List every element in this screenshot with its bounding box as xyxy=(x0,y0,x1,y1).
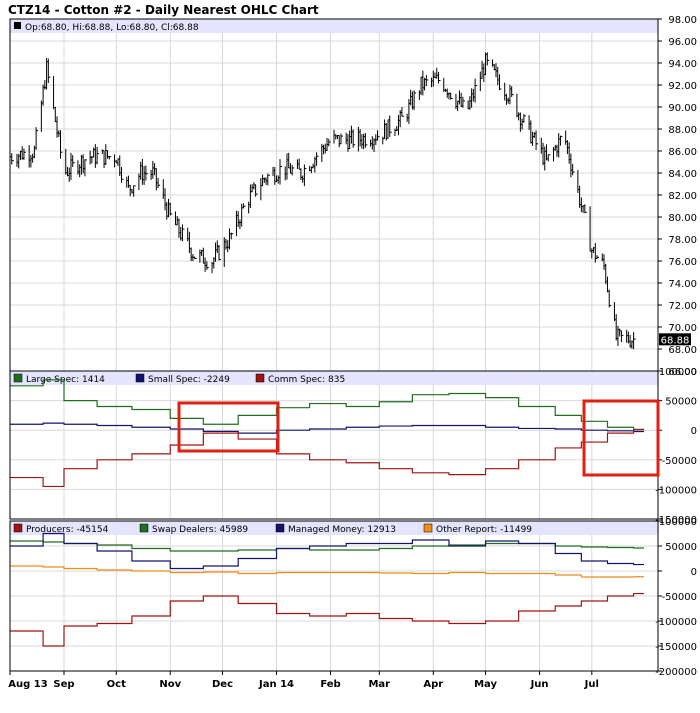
x-tick-label: Oct xyxy=(107,679,126,690)
y-tick-label: 92.00 xyxy=(668,81,697,92)
legend-band xyxy=(10,19,658,33)
legend-swatch xyxy=(423,523,433,533)
legend-entry: Comm Spec: 835 xyxy=(268,375,345,385)
legend-entry: Large Spec: 1414 xyxy=(26,375,105,385)
highlight-box-jul xyxy=(582,399,660,477)
y-tick-label: -100000 xyxy=(655,617,697,628)
series-line xyxy=(10,422,645,434)
y-tick-label: -150000 xyxy=(655,515,697,526)
legend-entry: Producers: -45154 xyxy=(26,525,109,535)
legend-entry: Small Spec: -2249 xyxy=(148,375,230,385)
y-tick-label: 100000 xyxy=(659,517,697,528)
x-tick-label: Nov xyxy=(159,679,181,690)
chart-title: CTZ14 - Cotton #2 - Daily Nearest OHLC C… xyxy=(8,3,319,17)
y-tick-label: 90.00 xyxy=(668,103,697,114)
legend-entry: Swap Dealers: 45989 xyxy=(152,525,248,535)
y-tick-label: 72.00 xyxy=(668,301,697,312)
panel-frame xyxy=(9,520,659,672)
legend-entry: Managed Money: 12913 xyxy=(288,525,396,535)
legend-swatch xyxy=(275,523,285,533)
y-tick-label: 88.00 xyxy=(668,125,697,136)
legend-band xyxy=(10,521,658,535)
panel-bg xyxy=(10,371,658,519)
y-tick-label: 0 xyxy=(691,426,697,437)
x-tick-label: May xyxy=(474,679,497,690)
legend-swatch xyxy=(14,22,21,29)
legend-entry: Other Report: -11499 xyxy=(436,525,532,535)
y-tick-label: -50000 xyxy=(662,592,697,603)
x-tick-label: Apr xyxy=(423,679,443,690)
x-axis: Aug 13 Sep Oct Nov Dec Jan 14 Feb Mar Apr May Jun J… xyxy=(8,671,599,690)
series-line xyxy=(10,379,645,430)
y-tick-label: 66.00 xyxy=(668,367,697,378)
legend-swatch xyxy=(255,373,265,383)
y-tick-label: 100000 xyxy=(659,367,697,378)
x-tick-label: Mar xyxy=(368,679,390,690)
x-tick-label: Jun xyxy=(530,679,549,690)
cot-panel: 100000 50000 0 -50000 -100000 -150000 -200000 P… xyxy=(9,517,697,678)
y-tick-label: 70.00 xyxy=(668,323,697,334)
legend-swatch xyxy=(135,373,145,383)
y-tick-label: 82.00 xyxy=(668,191,697,202)
y-tick-label: 76.00 xyxy=(668,257,697,268)
series-line xyxy=(10,532,645,570)
y-tick-label: -50000 xyxy=(662,456,697,467)
legend-swatch xyxy=(139,523,149,533)
y-tick-label: 94.00 xyxy=(668,59,697,70)
series-line xyxy=(10,429,645,488)
y-tick-label: 68.00 xyxy=(668,345,697,356)
x-tick-label: Dec xyxy=(212,679,233,690)
y-tick-label: 74.00 xyxy=(668,279,697,290)
x-tick-label: Aug 13 xyxy=(8,679,47,690)
y-tick-label: 50000 xyxy=(665,397,697,408)
x-tick-label: Sep xyxy=(53,679,74,690)
y-tick-label: -200000 xyxy=(655,667,697,678)
legend-swatch xyxy=(13,523,23,533)
y-tick-label: 98.00 xyxy=(668,15,697,26)
y-tick-label: -100000 xyxy=(655,485,697,496)
y-tick-label: -150000 xyxy=(655,642,697,653)
y-tick-label: 86.00 xyxy=(668,147,697,158)
highlight-box-nov-dec xyxy=(177,401,280,453)
y-tick-label: 78.00 xyxy=(668,235,697,246)
price-panel: 98.00 96.00 94.00 92.00 90.00 88.00 86.00 84.00… xyxy=(9,15,697,378)
x-tick-label: Jul xyxy=(584,679,599,690)
last-price-label: 68.88 xyxy=(661,335,690,346)
y-tick-label: 96.00 xyxy=(668,37,697,48)
series-line xyxy=(10,565,645,578)
y-tick-label: 80.00 xyxy=(668,213,697,224)
x-tick-label: Feb xyxy=(320,679,340,690)
series-line xyxy=(10,592,645,647)
highlights xyxy=(177,399,660,477)
y-tick-label: 84.00 xyxy=(668,169,697,180)
y-tick-label: 50000 xyxy=(665,542,697,553)
price-legend: Op:68.80, Hi:68.88, Lo:68.80, Cl:68.88 xyxy=(25,23,199,33)
x-tick-label: Jan 14 xyxy=(258,679,294,690)
spec-panel: 100000 50000 0 -50000 -100000 -150000 Large Sp… xyxy=(9,367,697,526)
last-price-box xyxy=(659,333,691,346)
legend-band xyxy=(10,371,658,385)
y-tick-label: 0 xyxy=(691,567,697,578)
legend-swatch xyxy=(13,373,23,383)
